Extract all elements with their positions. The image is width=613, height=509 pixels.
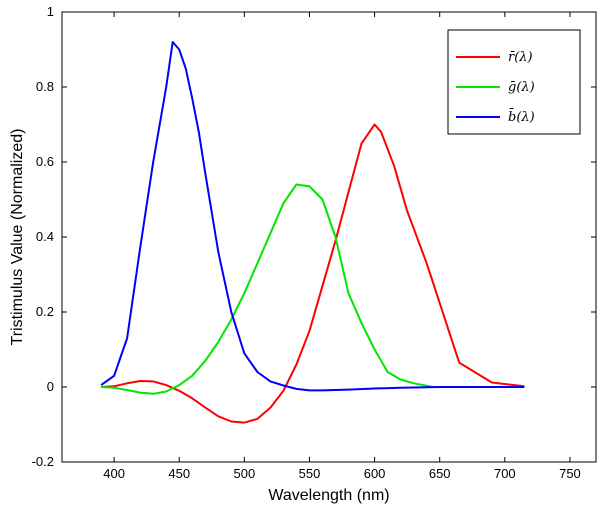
series-line-g [101, 183, 434, 395]
y-tick-label: 0.2 [36, 304, 54, 319]
y-tick-label: 0.4 [36, 229, 54, 244]
legend: r̄(λ) ḡ(λ) b̄(λ) [447, 29, 581, 135]
x-tick-label: 600 [364, 466, 386, 481]
x-tick-label: 650 [429, 466, 451, 481]
x-tick-label: 400 [103, 466, 125, 481]
y-tick-label: -0.2 [32, 454, 54, 469]
series-line-r [101, 123, 525, 424]
x-axis-label: Wavelength (nm) [268, 487, 389, 504]
x-tick-label: 500 [233, 466, 255, 481]
x-tick-label: 550 [299, 466, 321, 481]
legend-label-r: r̄(λ) [508, 50, 533, 65]
y-axis-label: Tristimulus Value (Normalized) [9, 129, 26, 346]
x-tick-label: 700 [494, 466, 516, 481]
series-line-b [100, 41, 525, 392]
y-axis-ticks: -0.2 0 0.2 0.4 0.6 0.8 1 [32, 4, 596, 469]
y-tick-label: 1 [47, 4, 54, 19]
x-tick-label: 750 [559, 466, 581, 481]
x-tick-label: 450 [168, 466, 190, 481]
legend-label-b: b̄(λ) [508, 108, 535, 125]
y-tick-label: 0.8 [36, 79, 54, 94]
legend-label-g: ḡ(λ) [508, 80, 535, 95]
series-lines [100, 41, 525, 424]
y-tick-label: 0.6 [36, 154, 54, 169]
y-tick-label: 0 [47, 379, 54, 394]
x-axis-ticks: 400 450 500 550 600 650 700 750 [103, 12, 581, 481]
